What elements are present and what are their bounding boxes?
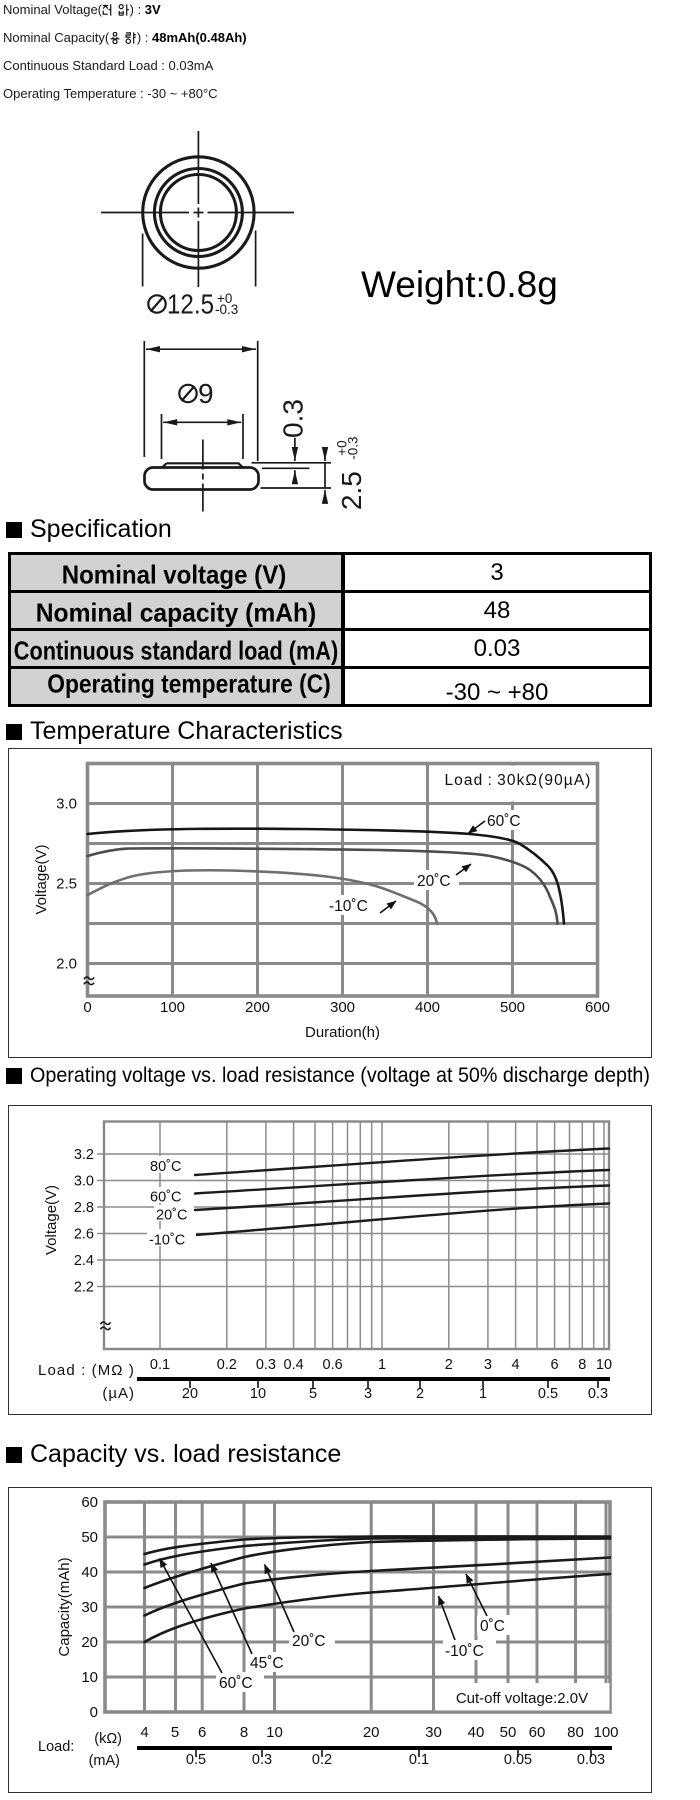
svg-text:0.3: 0.3 xyxy=(588,1386,608,1402)
svg-text:Duration(h): Duration(h) xyxy=(305,1024,380,1041)
svg-text:-10˚C: -10˚C xyxy=(149,1233,185,1249)
svg-text:45˚C: 45˚C xyxy=(250,1655,284,1672)
svg-text:0˚C: 0˚C xyxy=(480,1618,505,1635)
svg-text:2: 2 xyxy=(445,1357,453,1373)
svg-text:80˚C: 80˚C xyxy=(150,1159,181,1175)
svg-text:10: 10 xyxy=(266,1724,283,1741)
svg-text:2.5: 2.5 xyxy=(56,876,77,893)
svg-text:+0: +0 xyxy=(334,440,349,455)
svg-text:8: 8 xyxy=(240,1724,248,1741)
svg-text:20: 20 xyxy=(182,1386,198,1402)
svg-text:2.0: 2.0 xyxy=(56,956,77,973)
svg-text:60˚C: 60˚C xyxy=(487,813,521,830)
svg-text:300: 300 xyxy=(330,999,355,1016)
svg-text:100: 100 xyxy=(593,1724,618,1741)
svg-text:20˚C: 20˚C xyxy=(156,1208,187,1224)
svg-text:Load:: Load: xyxy=(38,1739,74,1755)
svg-text:30: 30 xyxy=(425,1724,442,1741)
svg-text:0.2: 0.2 xyxy=(312,1752,332,1768)
svg-text:200: 200 xyxy=(245,999,270,1016)
svg-text:20: 20 xyxy=(363,1724,380,1741)
svg-text:+0: +0 xyxy=(217,291,232,306)
svg-text:20: 20 xyxy=(81,1634,98,1651)
svg-text:10: 10 xyxy=(81,1669,98,1686)
svg-text:(mA): (mA) xyxy=(89,1753,120,1769)
svg-text:30: 30 xyxy=(81,1599,98,1616)
svg-text:2.4: 2.4 xyxy=(74,1253,94,1269)
svg-text:50: 50 xyxy=(500,1724,517,1741)
svg-text:0.2: 0.2 xyxy=(217,1357,237,1373)
svg-text:-10˚C: -10˚C xyxy=(329,898,368,915)
svg-text:9: 9 xyxy=(198,378,214,409)
svg-text:2.2: 2.2 xyxy=(74,1280,94,1296)
svg-text:0.03: 0.03 xyxy=(577,1752,605,1768)
svg-text:60: 60 xyxy=(529,1724,546,1741)
svg-text:(µA): (µA) xyxy=(102,1385,135,1402)
svg-text:6: 6 xyxy=(198,1724,206,1741)
svg-text:0.3: 0.3 xyxy=(256,1357,276,1373)
svg-text:6: 6 xyxy=(551,1357,559,1373)
svg-text:Capacity(mAh): Capacity(mAh) xyxy=(56,1557,73,1656)
svg-text:-0.3: -0.3 xyxy=(345,436,360,459)
svg-text:-10˚C: -10˚C xyxy=(445,1643,484,1660)
svg-text:0.05: 0.05 xyxy=(504,1752,532,1768)
svg-text:0.3: 0.3 xyxy=(252,1752,272,1768)
svg-text:3: 3 xyxy=(364,1386,372,1402)
svg-text:4: 4 xyxy=(512,1357,520,1373)
svg-text:2.6: 2.6 xyxy=(74,1227,94,1243)
svg-text:Load : 30kΩ(90µA): Load : 30kΩ(90µA) xyxy=(444,772,591,789)
svg-text:20˚C: 20˚C xyxy=(292,1633,326,1650)
svg-text:Load : (MΩ ): Load : (MΩ ) xyxy=(38,1362,135,1379)
svg-text:0.1: 0.1 xyxy=(409,1752,429,1768)
svg-text:40: 40 xyxy=(81,1564,98,1581)
svg-text:0.6: 0.6 xyxy=(323,1357,343,1373)
svg-text:40: 40 xyxy=(468,1724,485,1741)
svg-text:Cut-off voltage:2.0V: Cut-off voltage:2.0V xyxy=(456,1690,588,1707)
svg-text:20˚C: 20˚C xyxy=(417,873,451,890)
svg-text:600: 600 xyxy=(585,999,610,1016)
svg-text:50: 50 xyxy=(81,1529,98,1546)
svg-text:-0.3: -0.3 xyxy=(215,302,238,317)
svg-text:0.3: 0.3 xyxy=(278,399,309,438)
svg-text:10: 10 xyxy=(250,1386,266,1402)
svg-text:1: 1 xyxy=(378,1357,386,1373)
svg-text:Voltage(V): Voltage(V) xyxy=(33,844,50,914)
svg-text:5: 5 xyxy=(309,1386,317,1402)
svg-text:3.0: 3.0 xyxy=(56,796,77,813)
svg-text:5: 5 xyxy=(171,1724,179,1741)
svg-text:400: 400 xyxy=(415,999,440,1016)
svg-text:0.1: 0.1 xyxy=(150,1357,170,1373)
svg-text:80: 80 xyxy=(567,1724,584,1741)
svg-text:2: 2 xyxy=(416,1386,424,1402)
svg-text:3.0: 3.0 xyxy=(74,1174,94,1190)
svg-text:3: 3 xyxy=(484,1357,492,1373)
svg-text:60˚C: 60˚C xyxy=(219,1675,253,1692)
svg-text:500: 500 xyxy=(500,999,525,1016)
svg-text:0.4: 0.4 xyxy=(284,1357,304,1373)
svg-text:60˚C: 60˚C xyxy=(150,1190,181,1206)
svg-text:12.5: 12.5 xyxy=(167,289,214,320)
svg-text:0: 0 xyxy=(90,1704,98,1721)
svg-text:Voltage(V): Voltage(V) xyxy=(43,1185,60,1255)
svg-text:0.5: 0.5 xyxy=(186,1752,206,1768)
svg-text:(kΩ): (kΩ) xyxy=(94,1731,122,1747)
svg-text:0: 0 xyxy=(83,999,91,1016)
svg-text:2.5: 2.5 xyxy=(336,471,367,510)
svg-text:100: 100 xyxy=(160,999,185,1016)
svg-text:4: 4 xyxy=(140,1724,148,1741)
svg-text:60: 60 xyxy=(81,1494,98,1511)
svg-text:3.2: 3.2 xyxy=(74,1147,94,1163)
svg-text:8: 8 xyxy=(578,1357,586,1373)
svg-text:1: 1 xyxy=(479,1386,487,1402)
svg-text:0.5: 0.5 xyxy=(538,1386,558,1402)
svg-text:2.8: 2.8 xyxy=(74,1200,94,1216)
svg-text:10: 10 xyxy=(596,1357,612,1373)
